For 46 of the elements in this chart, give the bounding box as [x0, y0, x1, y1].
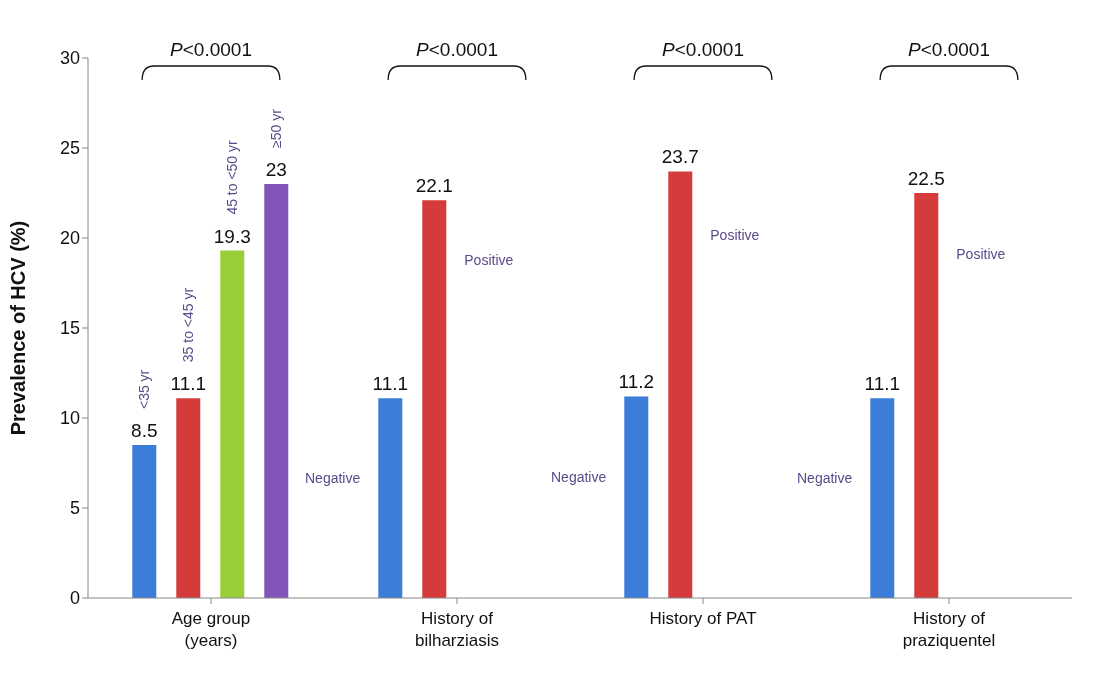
- bar: [220, 250, 245, 598]
- y-tick-label: 0: [69, 588, 80, 609]
- annotation: 35 to <45 yr: [180, 287, 197, 363]
- bar: [132, 445, 157, 598]
- y-tick-label: 5: [69, 498, 80, 519]
- annotation: 45 to <50 yr: [224, 139, 241, 215]
- y-tick-label: 30: [59, 48, 80, 69]
- annotation: Negative: [551, 469, 607, 486]
- bar: [668, 171, 693, 598]
- data-label: 23.7: [661, 146, 699, 168]
- y-tick-label: 25: [59, 138, 80, 159]
- annotation: Negative: [305, 470, 361, 487]
- bar: [870, 398, 895, 598]
- x-tick-label: History of bilharziasis: [414, 609, 500, 650]
- x-tick-label: Age group (years): [171, 609, 251, 650]
- y-tick-label: 15: [59, 318, 80, 339]
- annotation: Positive: [956, 245, 1006, 262]
- bar: [378, 398, 403, 598]
- annotation: Negative: [797, 470, 853, 487]
- bar: [624, 396, 649, 598]
- x-tick-label: History of praziquentel: [902, 609, 996, 650]
- annotation: ≥50 yr: [268, 108, 285, 148]
- annotation: <35 yr: [136, 369, 153, 409]
- data-label: 8.5: [131, 420, 158, 441]
- y-axis-title: Prevalence of HCV (%): [7, 220, 30, 436]
- annotation: P<0.0001: [662, 39, 744, 60]
- data-label: 11.1: [170, 373, 207, 395]
- data-label: 11.1: [864, 373, 901, 395]
- data-label: 19.3: [213, 225, 251, 247]
- bar: [264, 184, 289, 598]
- data-label: 23: [265, 159, 287, 180]
- data-label: 22.5: [907, 168, 945, 189]
- data-label: 11.2: [618, 371, 655, 393]
- data-label: 22.1: [415, 175, 453, 197]
- annotation: Positive: [710, 227, 760, 244]
- bar: [176, 398, 201, 598]
- annotation: P<0.0001: [908, 39, 990, 60]
- y-tick-label: 20: [59, 228, 80, 249]
- x-tick-label: History of PAT: [649, 609, 757, 628]
- annotation: P<0.0001: [170, 39, 252, 60]
- annotation: P<0.0001: [416, 39, 498, 60]
- data-label: 11.1: [372, 373, 409, 395]
- annotation: Positive: [464, 251, 514, 268]
- y-tick-label: 10: [59, 408, 80, 429]
- bar: [422, 200, 447, 598]
- bar: [914, 193, 939, 598]
